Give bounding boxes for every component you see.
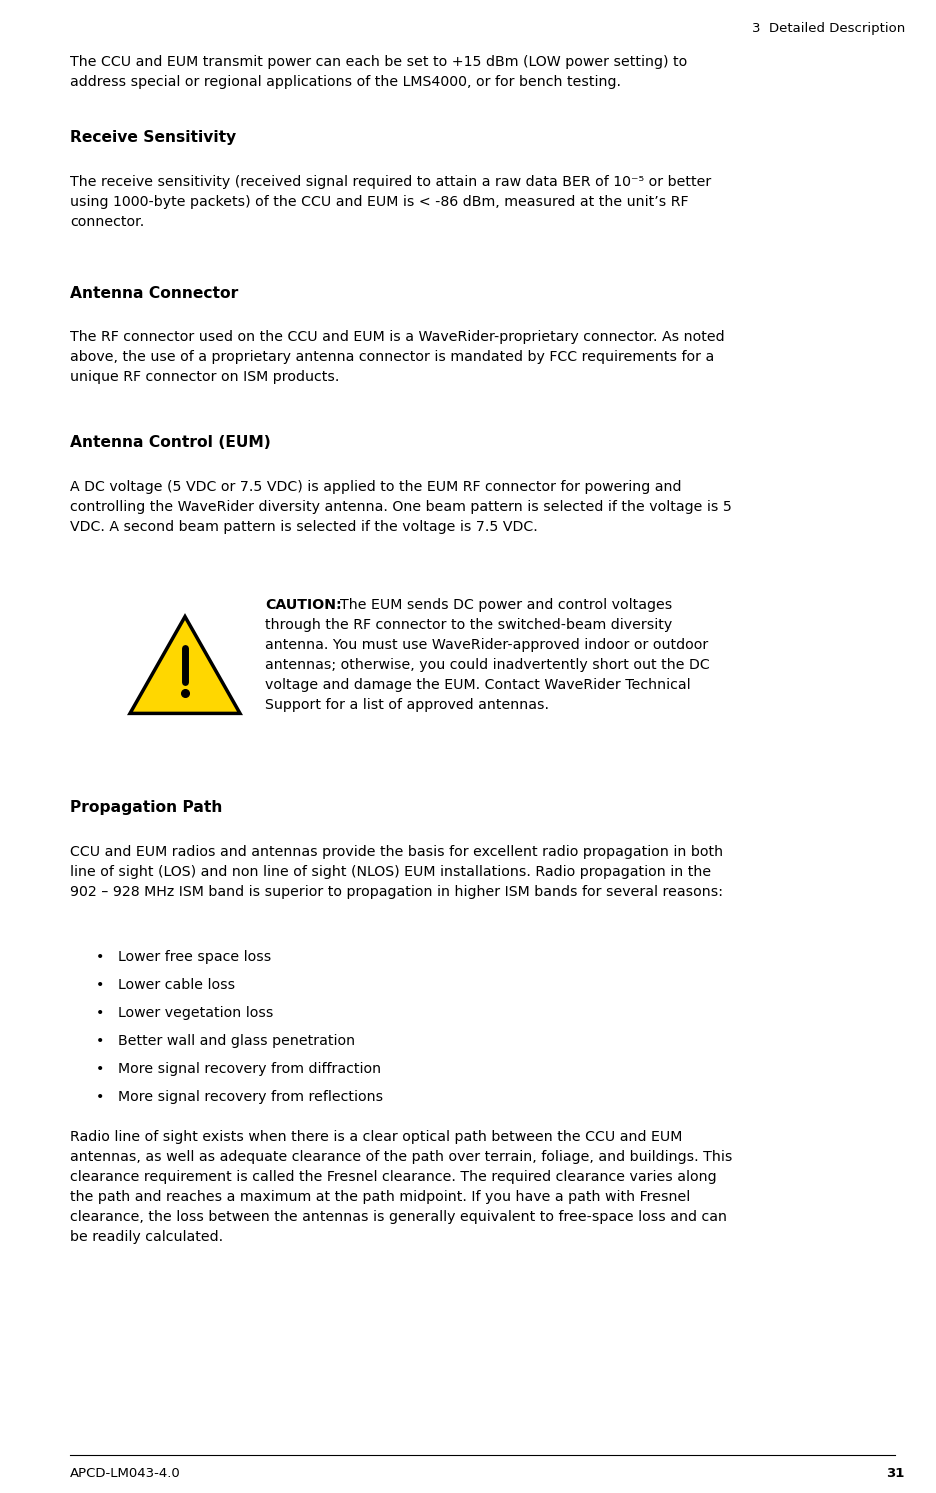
Text: Lower free space loss: Lower free space loss — [118, 950, 271, 964]
Text: The EUM sends DC power and control voltages: The EUM sends DC power and control volta… — [340, 599, 671, 612]
Text: through the RF connector to the switched-beam diversity
antenna. You must use Wa: through the RF connector to the switched… — [265, 618, 709, 712]
Text: •: • — [95, 1062, 104, 1076]
Text: The RF connector used on the CCU and EUM is a WaveRider-proprietary connector. A: The RF connector used on the CCU and EUM… — [70, 330, 724, 384]
Text: CCU and EUM radios and antennas provide the basis for excellent radio propagatio: CCU and EUM radios and antennas provide … — [70, 845, 723, 899]
Text: Lower cable loss: Lower cable loss — [118, 978, 235, 991]
Text: Better wall and glass penetration: Better wall and glass penetration — [118, 1035, 355, 1048]
Text: Radio line of sight exists when there is a clear optical path between the CCU an: Radio line of sight exists when there is… — [70, 1130, 732, 1244]
Text: 31: 31 — [885, 1468, 904, 1480]
Text: More signal recovery from reflections: More signal recovery from reflections — [118, 1090, 383, 1103]
Text: Antenna Connector: Antenna Connector — [70, 287, 239, 302]
Text: Receive Sensitivity: Receive Sensitivity — [70, 130, 236, 145]
Text: •: • — [95, 1006, 104, 1020]
Text: CAUTION:: CAUTION: — [265, 599, 342, 612]
Text: The CCU and EUM transmit power can each be set to +15 dBm (LOW power setting) to: The CCU and EUM transmit power can each … — [70, 55, 687, 90]
Text: More signal recovery from diffraction: More signal recovery from diffraction — [118, 1062, 381, 1076]
Text: APCD-LM043-4.0: APCD-LM043-4.0 — [70, 1468, 181, 1480]
Text: •: • — [95, 1090, 104, 1103]
Text: 3  Detailed Description: 3 Detailed Description — [751, 22, 904, 34]
Text: •: • — [95, 978, 104, 991]
Text: The receive sensitivity (received signal required to attain a raw data BER of 10: The receive sensitivity (received signal… — [70, 175, 710, 228]
Text: Propagation Path: Propagation Path — [70, 800, 223, 815]
Text: •: • — [95, 950, 104, 964]
Text: •: • — [95, 1035, 104, 1048]
Text: A DC voltage (5 VDC or 7.5 VDC) is applied to the EUM RF connector for powering : A DC voltage (5 VDC or 7.5 VDC) is appli… — [70, 481, 731, 534]
Polygon shape — [130, 617, 240, 714]
Text: Antenna Control (EUM): Antenna Control (EUM) — [70, 434, 271, 449]
Text: Lower vegetation loss: Lower vegetation loss — [118, 1006, 273, 1020]
